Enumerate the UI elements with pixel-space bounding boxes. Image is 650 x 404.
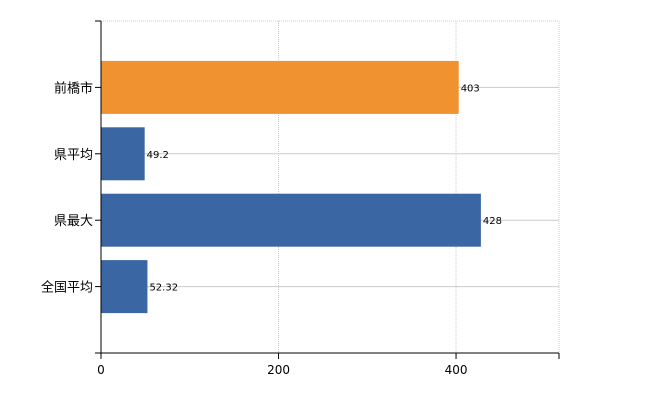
category-label-2: 県平均 <box>54 148 93 163</box>
bars <box>101 60 481 314</box>
value-label-1: 403 <box>461 83 480 94</box>
category-label-3: 県最大 <box>54 214 93 229</box>
category-label-1: 前橋市 <box>54 80 93 96</box>
bar-3 <box>101 193 481 247</box>
bar-1 <box>101 60 459 114</box>
x-tick-label: 0 <box>97 363 105 377</box>
value-label-4: 52.32 <box>149 283 178 294</box>
x-tick-label: 200 <box>267 363 290 377</box>
category-label-4: 全国平均 <box>41 280 93 296</box>
bar-4 <box>101 260 148 314</box>
bar-2 <box>101 127 145 181</box>
value-label-2: 49.2 <box>147 150 169 161</box>
value-label-3: 428 <box>483 216 502 227</box>
x-tick-label: 400 <box>445 363 468 377</box>
axes <box>95 20 560 359</box>
